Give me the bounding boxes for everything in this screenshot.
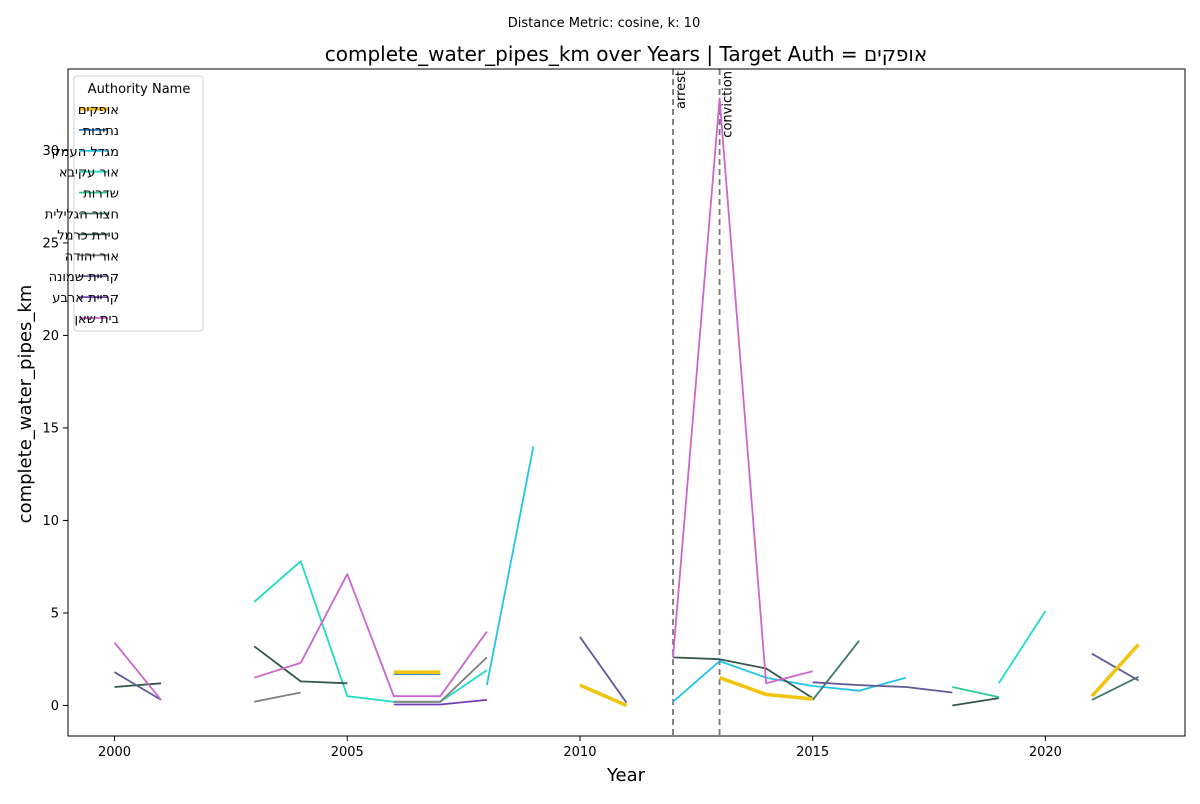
series-6-segment-2	[672, 656, 814, 699]
series-4	[952, 686, 999, 698]
legend-items: אופקים נתיבות מגדל העמק אור עקיבא שדרות חצור …	[45, 103, 119, 327]
series-3	[253, 560, 1047, 703]
series-5-segment-0	[811, 640, 860, 701]
series-10-segment-0	[113, 642, 162, 701]
series-2-segment-0	[486, 446, 535, 686]
y-tick-label-1: 5	[51, 606, 59, 621]
series-9-segment-0	[393, 699, 487, 706]
series-8-segment-2	[812, 681, 953, 694]
plot-area: arrest conviction	[67, 68, 1186, 737]
legend-label-0: אופקים	[78, 103, 119, 118]
axes-frame	[67, 68, 1186, 737]
series-7-segment-1	[393, 656, 488, 703]
legend-label-7: אור יהודה	[65, 249, 119, 264]
reference-lines: arrest conviction	[672, 69, 736, 736]
legend-label-4: שדרות	[83, 187, 119, 202]
series-0-segment-1	[579, 683, 628, 708]
x-tick-label-4: 2020	[1029, 745, 1062, 760]
series-0	[393, 643, 1140, 708]
y-tick-label-6: 30	[42, 144, 59, 159]
y-tick-label-2: 10	[42, 514, 59, 529]
series-8	[114, 636, 1139, 704]
series-9	[393, 699, 487, 706]
x-axis-ticks: 2000 2005 2010 2015 2020	[98, 736, 1062, 760]
y-tick-label-0: 0	[51, 699, 59, 714]
x-tick-label-3: 2015	[796, 745, 829, 760]
legend-label-3: אור עקיבא	[59, 166, 119, 181]
series-8-segment-3	[1091, 652, 1139, 682]
chart-suptitle: Distance Metric: cosine, k: 10	[508, 16, 700, 31]
series-3-segment-0	[253, 560, 488, 703]
series-8-segment-0	[114, 671, 162, 701]
x-axis-label: Year	[606, 765, 646, 786]
series-5	[811, 640, 1139, 701]
series-8-segment-1	[579, 636, 628, 704]
x-tick-label-0: 2000	[98, 745, 131, 760]
series-6-segment-3	[952, 697, 999, 707]
series-6	[114, 645, 999, 707]
y-tick-label-5: 25	[42, 236, 59, 251]
legend-label-2: מגדל העמק	[52, 145, 120, 160]
series-3-segment-1	[998, 610, 1047, 684]
series-4-segment-0	[952, 686, 999, 698]
series-2	[486, 446, 907, 703]
x-tick-label-1: 2005	[331, 745, 364, 760]
series-2-segment-1	[672, 660, 907, 703]
legend-label-10: בית שאן	[74, 312, 119, 327]
legend-label-1: נתיבות	[83, 124, 119, 139]
series-10-segment-1	[253, 573, 488, 698]
legend-label-8: קריית שמונה	[49, 270, 119, 285]
chart-title: complete_water_pipes_km over Years | Tar…	[325, 42, 928, 66]
legend-title: Authority Name	[88, 82, 191, 97]
legend: Authority Name אופקים נתיבות מגדל העמק אור …	[45, 75, 204, 332]
legend-label-5: חצור הגלילית	[45, 208, 119, 223]
x-tick-label-2: 2010	[563, 745, 596, 760]
y-axis-ticks: 0 5 10 15 20 25 30	[42, 144, 68, 714]
legend-label-9: קריית ארבע	[52, 291, 119, 306]
series-lines	[113, 97, 1140, 708]
y-tick-label-4: 20	[42, 329, 59, 344]
y-tick-label-3: 15	[42, 421, 59, 436]
legend-box	[73, 75, 204, 332]
series-0-segment-3	[1090, 643, 1140, 698]
series-0-segment-2	[718, 676, 813, 701]
series-7	[254, 656, 488, 703]
series-10-segment-2	[672, 97, 813, 685]
series-7-segment-0	[254, 691, 301, 703]
series-10	[113, 97, 813, 701]
series-6-segment-1	[253, 645, 348, 685]
reference-line-label-arrest: arrest	[674, 71, 689, 109]
y-axis-label: complete_water_pipes_km	[15, 285, 36, 524]
reference-line-label-conviction: conviction	[721, 71, 736, 138]
legend-label-6: טירת כרמל	[57, 228, 119, 243]
series-5-segment-1	[1091, 675, 1139, 701]
